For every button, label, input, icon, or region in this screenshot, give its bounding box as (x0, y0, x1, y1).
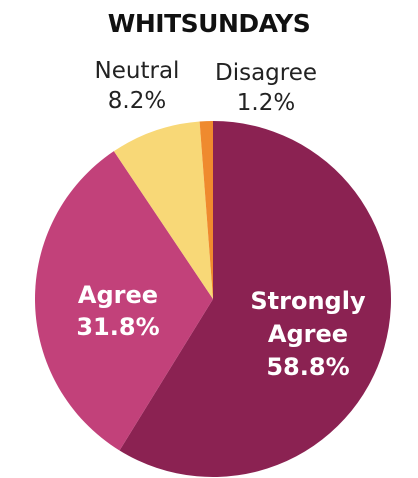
pie-slices (35, 121, 391, 477)
slice-label-disagree: Disagree 1.2% (215, 60, 317, 116)
pie-slice-neutral (113, 121, 213, 300)
slice-label-agree: Agree 31.8% (76, 281, 159, 341)
pie-labels: Strongly Agree 58.8% Agree 31.8% Neutral 8.2% D… (76, 58, 366, 381)
pie-slice-agree (35, 151, 213, 451)
pie-slice-strongly-agree (119, 121, 391, 477)
slice-label-neutral: Neutral 8.2% (95, 58, 180, 114)
pie-slice-disagree (199, 121, 213, 299)
slice-label-strongly-agree: Strongly Agree 58.8% (250, 287, 366, 381)
chart-title: WHITSUNDAYS (108, 9, 310, 38)
